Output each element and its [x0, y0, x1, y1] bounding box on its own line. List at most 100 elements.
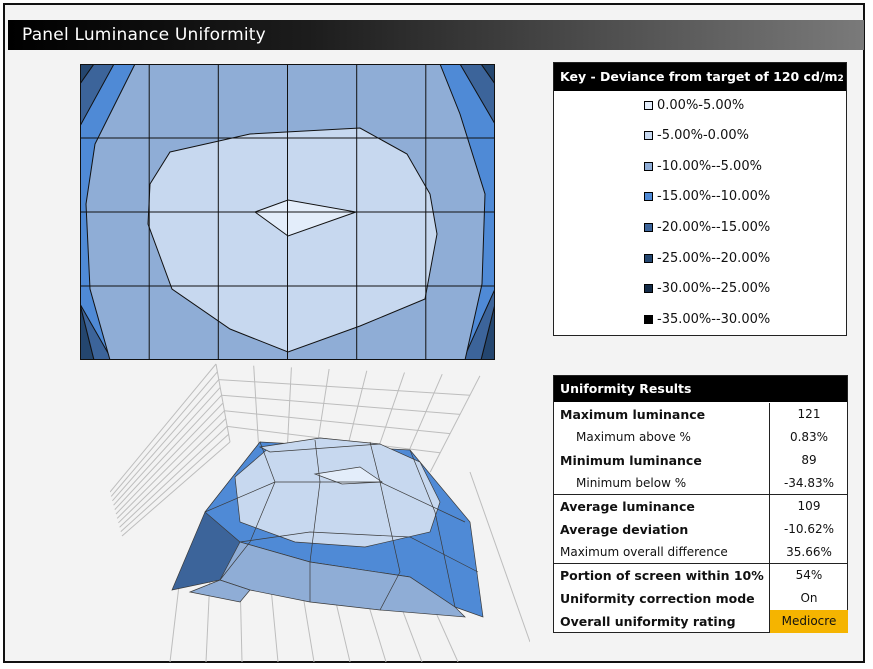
surface-mesh-line [309, 439, 321, 602]
uniformity-results: Uniformity Results Maximum luminance 121 M… [553, 375, 848, 633]
key-legend: Key - Deviance from target of 120 cd/m2 … [553, 62, 847, 336]
heatmap-contour-band [80, 64, 115, 127]
surface-gridline [253, 365, 260, 447]
key-swatch [644, 100, 653, 110]
surface-gridline [221, 394, 461, 415]
results-label: Average deviation [560, 522, 689, 537]
results-row: Maximum above % 0.83% [554, 426, 847, 449]
key-item: -15.00%--10.00% [644, 187, 770, 207]
surface-gridline [224, 410, 451, 435]
results-value: Mediocre [769, 610, 848, 633]
results-row: Uniformity correction mode On [554, 587, 847, 610]
results-row: Minimum below % -34.83% [554, 472, 847, 495]
surface-gridline [116, 410, 225, 519]
surface-gridline [429, 375, 481, 473]
key-label: -30.00%--25.00% [657, 281, 771, 297]
results-label: Minimum luminance [560, 453, 702, 468]
key-header: Key - Deviance from target of 120 cd/m2 [554, 63, 846, 91]
results-row: Maximum overall difference 35.66% [554, 541, 847, 564]
key-item: -35.00%--30.00% [644, 309, 770, 329]
key-item: -30.00%--25.00% [644, 279, 770, 299]
key-item: 0.00%-5.00% [644, 95, 744, 115]
surface-gridline [114, 394, 222, 510]
results-value: On [769, 587, 848, 610]
title-bar: Panel Luminance Uniformity [8, 20, 864, 50]
results-value: -10.62% [769, 518, 848, 541]
results-row: Portion of screen within 10% 54% [554, 564, 847, 587]
key-swatch [644, 192, 653, 202]
uniformity-3d-surface [110, 362, 530, 662]
results-value: 35.66% [769, 541, 848, 564]
results-separator [554, 563, 847, 564]
key-header-text: Key - Deviance from target of 120 cd/m [560, 69, 838, 84]
key-label: -15.00%--10.00% [657, 189, 771, 205]
surface-patch [219, 541, 466, 618]
key-header-unit: 2 [837, 74, 844, 84]
key-swatch [644, 161, 653, 171]
surface-patch [258, 437, 381, 453]
key-label: -20.00%--15.00% [657, 219, 771, 235]
key-label: 0.00%-5.00% [657, 97, 745, 113]
surface-gridline [115, 402, 224, 515]
surface-gridline [110, 363, 217, 493]
results-row: Maximum luminance 121 [554, 403, 847, 426]
results-label: Average luminance [560, 499, 695, 514]
heatmap-contour-band [462, 288, 495, 360]
heatmap-contour-band [80, 289, 113, 360]
results-label: Maximum luminance [560, 407, 706, 422]
results-separator [554, 494, 847, 495]
heatmap-border [80, 64, 495, 360]
surface-gridline [218, 379, 471, 396]
heatmap-contour-band [147, 127, 438, 353]
results-value: 89 [769, 449, 848, 472]
surface-mesh-line [239, 531, 479, 573]
surface-patch [188, 579, 251, 603]
results-row: Average deviation -10.62% [554, 518, 847, 541]
surface-mesh-line [204, 481, 466, 523]
key-item: -10.00%--5.00% [644, 156, 762, 176]
uniformity-heatmap [80, 64, 495, 360]
results-row: Overall uniformity rating Mediocre [554, 610, 848, 633]
surface-gridline [286, 367, 292, 451]
heatmap-contour-band [459, 64, 495, 125]
results-value: 54% [769, 564, 848, 587]
surface-patch [313, 466, 384, 485]
surface-gridline [118, 418, 227, 524]
surface-gridline [469, 471, 530, 643]
key-swatch [644, 222, 653, 232]
results-label: Maximum overall difference [560, 545, 728, 559]
results-label: Portion of screen within 10% [560, 568, 764, 583]
surface-gridline [113, 387, 221, 506]
results-label: Maximum above % [576, 430, 691, 444]
surface-gridline [120, 433, 229, 532]
key-swatch [644, 314, 653, 324]
results-row: Minimum luminance 89 [554, 449, 847, 472]
results-value: -34.83% [769, 472, 848, 495]
surface-mesh-line [409, 449, 456, 608]
results-label: Uniformity correction mode [560, 591, 755, 606]
results-label: Overall uniformity rating [560, 614, 736, 629]
surface-gridline [110, 371, 218, 497]
surface-gridline [112, 379, 220, 502]
results-row: Average luminance 109 [554, 495, 847, 518]
surface-gridline [121, 441, 231, 537]
key-item: -5.00%-0.00% [644, 126, 749, 146]
results-header: Uniformity Results [554, 376, 847, 402]
key-swatch [644, 284, 653, 294]
results-label: Minimum below % [576, 476, 687, 490]
key-label: -35.00%--30.00% [657, 311, 771, 327]
key-item: -20.00%--15.00% [644, 217, 770, 237]
surface-mesh-line [369, 441, 401, 611]
key-swatch [644, 131, 653, 141]
surface-gridline [119, 426, 228, 528]
results-value: 121 [769, 403, 848, 426]
key-label: -5.00%-0.00% [657, 128, 749, 144]
key-item: -25.00%--20.00% [644, 248, 770, 268]
page-title: Panel Luminance Uniformity [22, 25, 266, 45]
key-label: -25.00%--20.00% [657, 250, 771, 266]
results-value: 0.83% [769, 426, 848, 449]
key-swatch [644, 253, 653, 263]
key-label: -10.00%--5.00% [657, 158, 762, 174]
surface-gridline [169, 576, 181, 662]
surface-mesh-line [219, 441, 276, 581]
